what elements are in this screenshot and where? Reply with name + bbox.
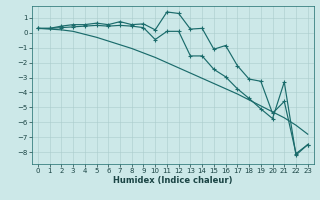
X-axis label: Humidex (Indice chaleur): Humidex (Indice chaleur) [113, 176, 233, 185]
